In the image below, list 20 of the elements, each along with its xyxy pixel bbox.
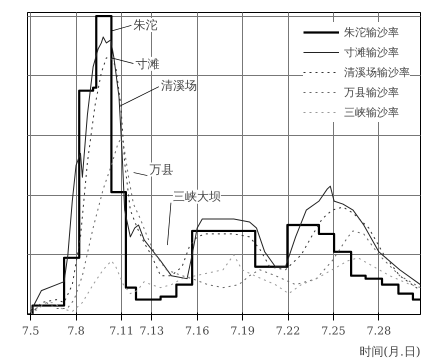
x-tick-label: 7.11: [109, 324, 134, 338]
annotation: 三峡大坝: [172, 190, 221, 204]
x-tick-label: 7.22: [276, 324, 300, 338]
legend-label: 三峡输沙率: [344, 104, 399, 120]
x-tick-label: 7.19: [230, 324, 255, 338]
annotation: 万县: [149, 162, 174, 177]
x-tick-label: 7.5: [22, 324, 40, 338]
x-tick-label: 7.16: [184, 324, 210, 338]
annotation: 寸滩: [135, 56, 160, 71]
x-tick-label: 7.28: [366, 324, 392, 338]
x-tick-label: 7.25: [321, 324, 346, 338]
legend-label: 清溪场输沙率: [344, 64, 410, 80]
annotation: 清溪场: [160, 78, 197, 93]
legend-label: 寸滩输沙率: [344, 44, 399, 60]
legend-label: 朱沱输沙率: [344, 24, 399, 40]
annotation: 朱沱: [133, 18, 158, 32]
legend-label: 万县输沙率: [344, 84, 399, 100]
x-tick-label: 7.8: [67, 324, 85, 338]
x-axis-title: 时间(月.日): [359, 344, 421, 358]
x-tick-label: 7.13: [140, 324, 164, 338]
